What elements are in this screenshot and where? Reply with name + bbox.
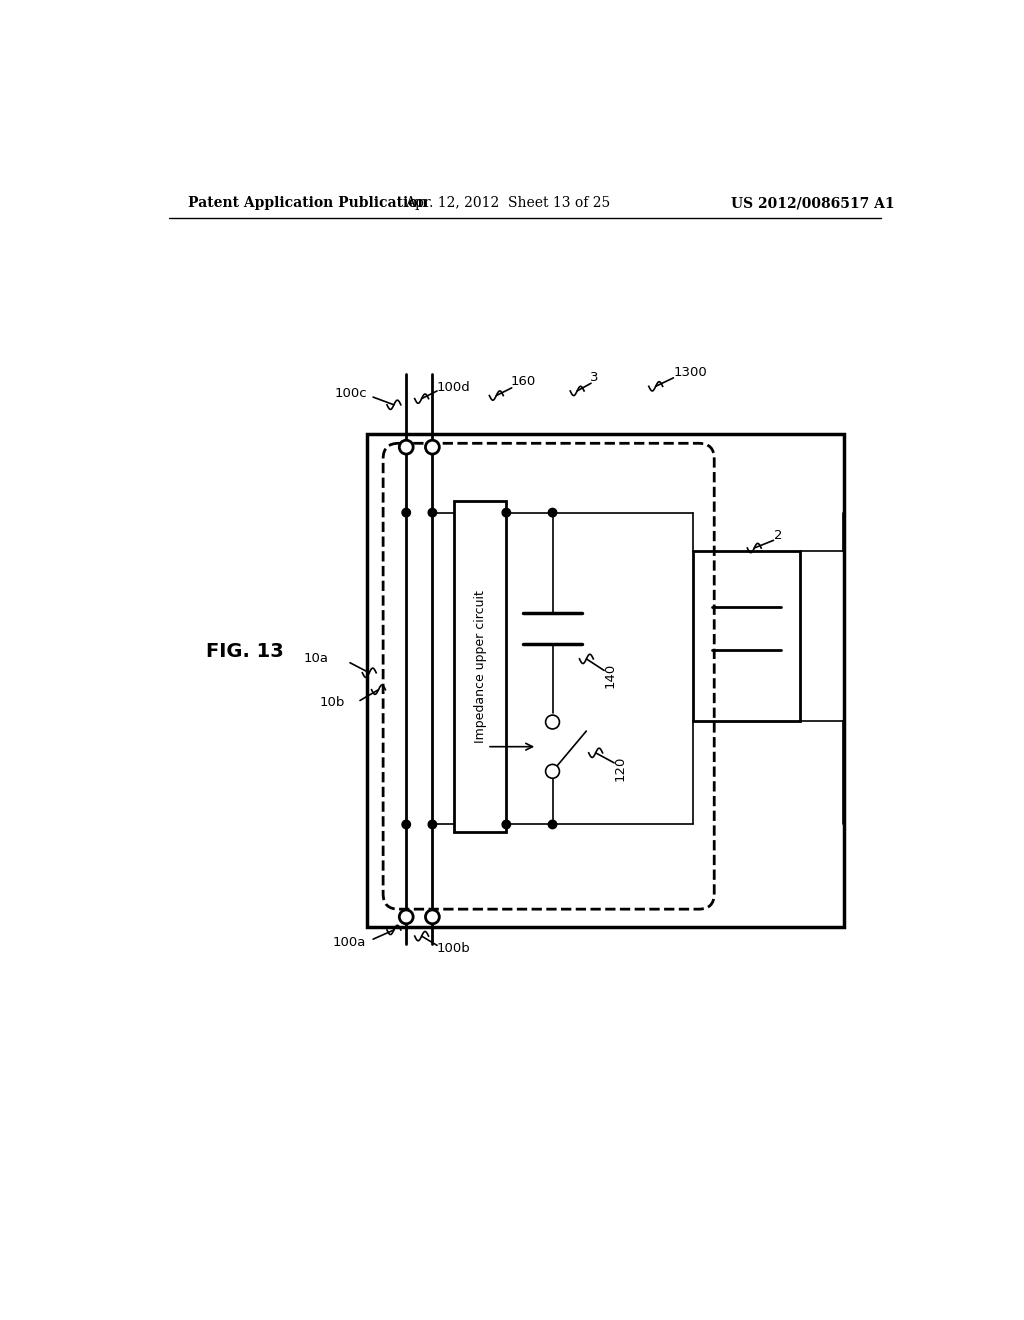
Circle shape	[399, 909, 413, 924]
Text: Apr. 12, 2012  Sheet 13 of 25: Apr. 12, 2012 Sheet 13 of 25	[406, 197, 610, 210]
Text: 100a: 100a	[333, 936, 366, 949]
Text: 100c: 100c	[335, 387, 368, 400]
Circle shape	[402, 508, 411, 517]
Circle shape	[425, 909, 439, 924]
Circle shape	[548, 508, 557, 517]
Circle shape	[402, 820, 411, 829]
Bar	[454, 502, 506, 832]
Circle shape	[425, 441, 439, 454]
Text: US 2012/0086517 A1: US 2012/0086517 A1	[731, 197, 895, 210]
Circle shape	[502, 508, 511, 517]
Circle shape	[548, 820, 557, 829]
Text: 120: 120	[613, 755, 627, 781]
Text: FIG. 13: FIG. 13	[206, 642, 284, 661]
Circle shape	[546, 764, 559, 779]
Circle shape	[502, 820, 511, 829]
Text: 160: 160	[510, 375, 536, 388]
Text: 10a: 10a	[304, 652, 329, 665]
Bar	[692, 552, 801, 721]
Bar	[367, 434, 845, 927]
Text: Impedance upper circuit: Impedance upper circuit	[474, 590, 486, 743]
Text: 100b: 100b	[437, 942, 471, 954]
Text: Patent Application Publication: Patent Application Publication	[188, 197, 428, 210]
Text: 100d: 100d	[437, 380, 471, 393]
Circle shape	[399, 441, 413, 454]
Circle shape	[428, 820, 436, 829]
Text: 140: 140	[603, 663, 616, 689]
Text: 1300: 1300	[674, 366, 708, 379]
Text: 2: 2	[773, 529, 782, 543]
Circle shape	[428, 508, 436, 517]
Text: 10b: 10b	[319, 696, 345, 709]
Text: 3: 3	[590, 371, 599, 384]
Circle shape	[546, 715, 559, 729]
